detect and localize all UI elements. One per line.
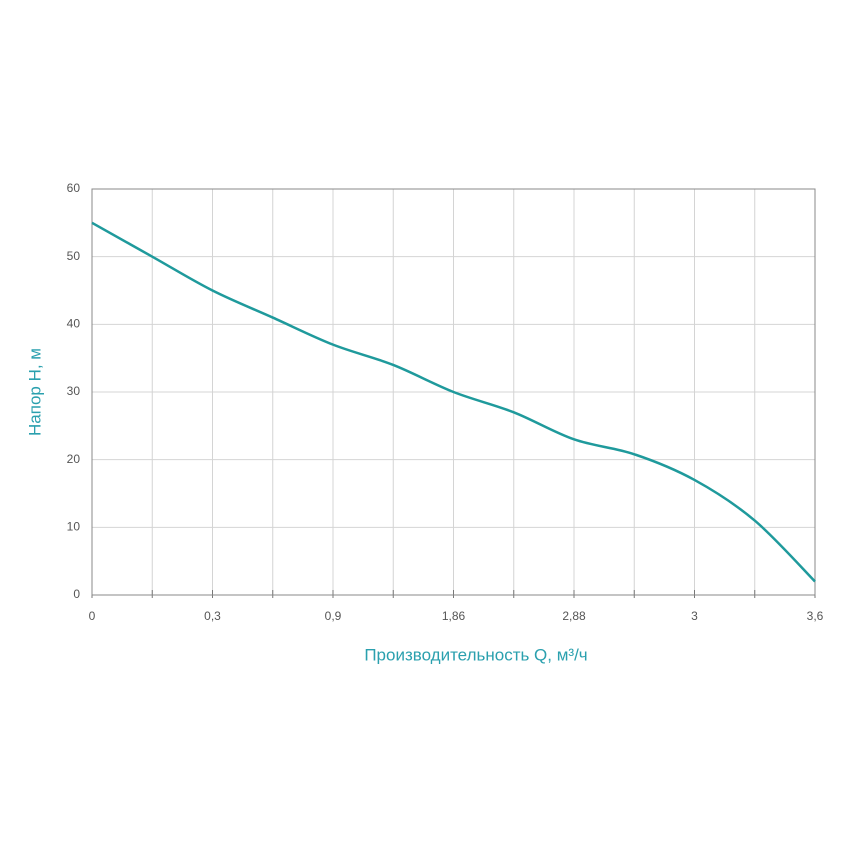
y-tick-label: 0 [73, 587, 80, 601]
y-tick-label: 60 [67, 181, 81, 195]
y-tick-label: 50 [67, 249, 81, 263]
y-tick-label: 30 [67, 384, 81, 398]
x-tick-label: 3 [691, 609, 698, 623]
x-axis-title: Производительность Q, м³/ч [364, 645, 587, 664]
x-tick-label: 0,9 [325, 609, 342, 623]
x-tick-label: 3,6 [807, 609, 824, 623]
x-tick-label: 0,3 [204, 609, 221, 623]
x-tick-label: 0 [89, 609, 96, 623]
x-tick-label: 2,88 [562, 609, 586, 623]
y-tick-label: 40 [67, 317, 81, 331]
y-tick-label: 20 [67, 452, 81, 466]
x-tick-label: 1,86 [442, 609, 466, 623]
y-tick-label: 10 [67, 520, 81, 534]
plot-border [91, 188, 816, 596]
y-axis-title: Напор Н, м [25, 348, 44, 436]
data-line [91, 221, 816, 583]
